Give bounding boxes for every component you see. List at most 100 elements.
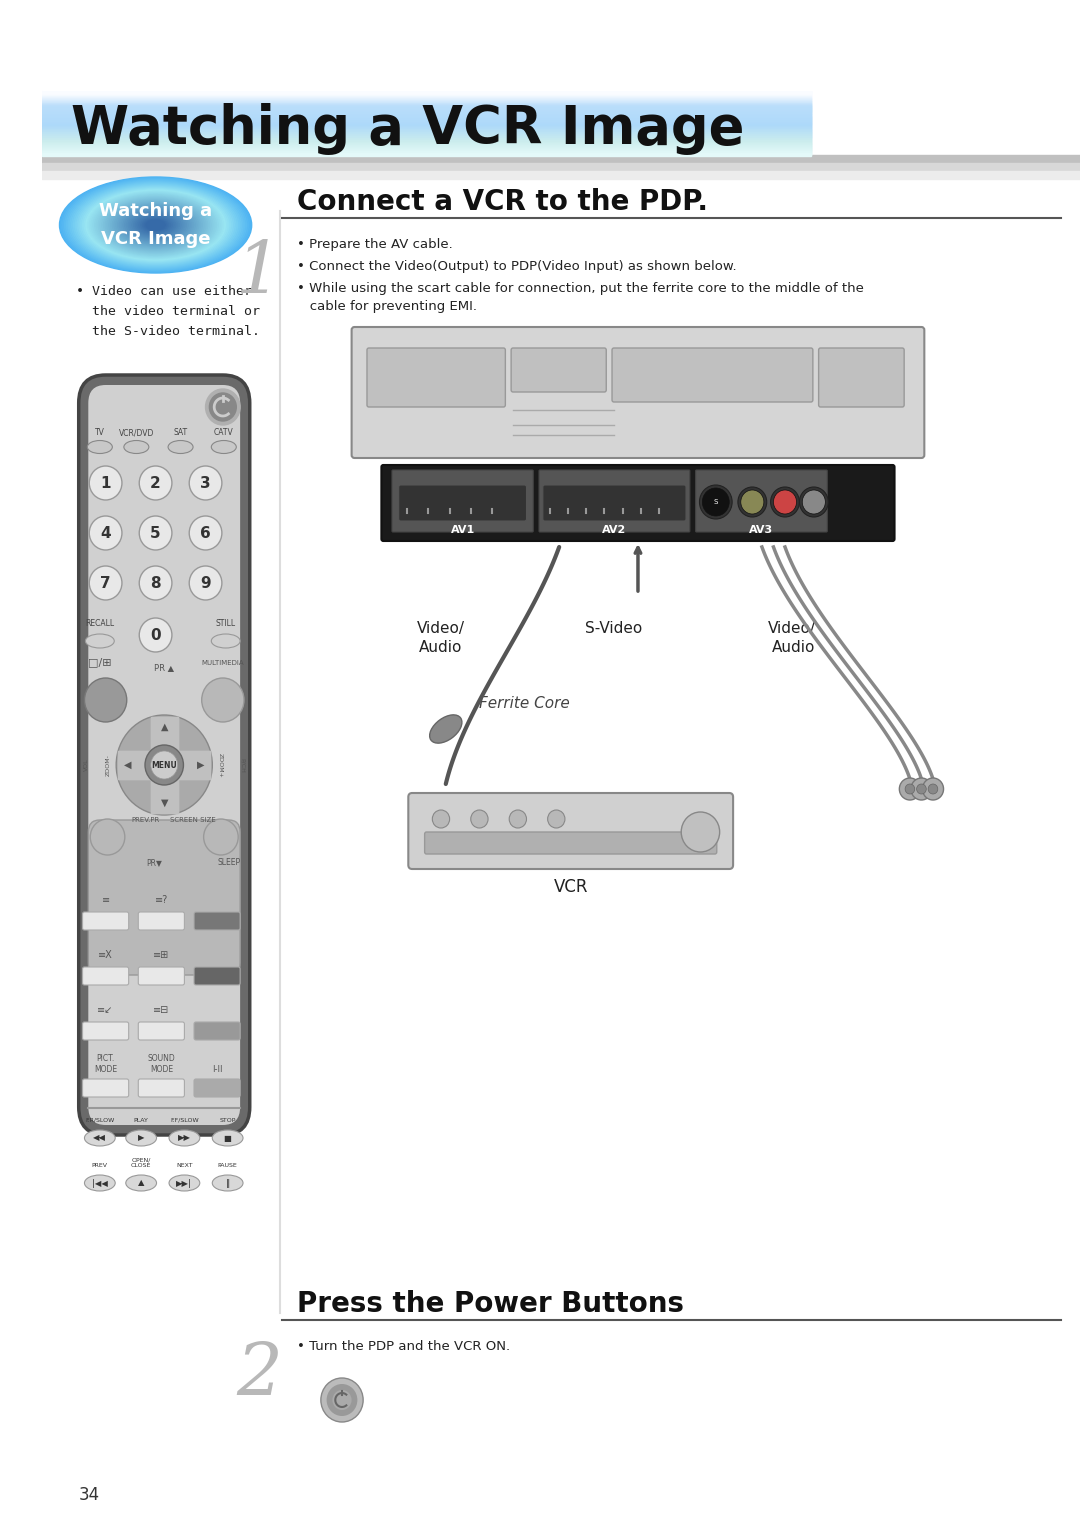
Circle shape xyxy=(139,566,172,599)
Bar xyxy=(42,136,811,137)
Bar xyxy=(42,117,811,119)
Text: STOP: STOP xyxy=(219,1118,235,1122)
Circle shape xyxy=(905,784,915,795)
Text: PICT.
MODE: PICT. MODE xyxy=(94,1054,117,1074)
Circle shape xyxy=(928,784,937,795)
Circle shape xyxy=(210,393,237,421)
Bar xyxy=(42,108,811,110)
Text: 8: 8 xyxy=(150,575,161,590)
Text: ▶: ▶ xyxy=(197,759,204,770)
Text: ▲: ▲ xyxy=(138,1179,145,1188)
Bar xyxy=(42,92,811,93)
Ellipse shape xyxy=(146,220,165,230)
Circle shape xyxy=(139,515,172,551)
Circle shape xyxy=(773,490,797,514)
Bar xyxy=(42,140,811,142)
Bar xyxy=(42,136,811,137)
Text: ZOOM+: ZOOM+ xyxy=(217,752,222,778)
Ellipse shape xyxy=(73,185,238,265)
Circle shape xyxy=(333,1389,352,1411)
Text: TV: TV xyxy=(95,429,105,438)
Text: Connect a VCR to the PDP.: Connect a VCR to the PDP. xyxy=(297,188,707,217)
FancyBboxPatch shape xyxy=(511,348,606,392)
Text: • Connect the Video(Output) to PDP(Video Input) as shown below.: • Connect the Video(Output) to PDP(Video… xyxy=(297,259,737,273)
Bar xyxy=(42,101,811,102)
Text: 2: 2 xyxy=(150,476,161,491)
FancyBboxPatch shape xyxy=(392,470,534,532)
Text: PR ▲: PR ▲ xyxy=(154,663,174,673)
Bar xyxy=(42,140,811,143)
Ellipse shape xyxy=(90,192,221,258)
Ellipse shape xyxy=(168,441,193,453)
Bar xyxy=(42,148,811,149)
Ellipse shape xyxy=(79,186,232,264)
Bar xyxy=(42,142,811,143)
Ellipse shape xyxy=(81,188,230,262)
Ellipse shape xyxy=(170,1130,200,1145)
FancyBboxPatch shape xyxy=(399,485,527,522)
Circle shape xyxy=(910,778,932,801)
FancyBboxPatch shape xyxy=(194,967,240,985)
Bar xyxy=(42,128,811,131)
Ellipse shape xyxy=(213,1130,243,1145)
Circle shape xyxy=(548,810,565,828)
Text: ≡?: ≡? xyxy=(154,895,168,904)
Text: 3: 3 xyxy=(200,476,211,491)
Bar xyxy=(42,96,811,99)
Text: ◀◀: ◀◀ xyxy=(93,1133,106,1142)
Text: PAUSE: PAUSE xyxy=(218,1164,238,1168)
Ellipse shape xyxy=(212,441,237,453)
Bar xyxy=(42,145,811,146)
FancyBboxPatch shape xyxy=(138,912,185,930)
Text: MULTIMEDIA: MULTIMEDIA xyxy=(202,660,244,666)
Text: ≡↙: ≡↙ xyxy=(97,1005,113,1016)
FancyBboxPatch shape xyxy=(612,348,813,403)
Bar xyxy=(42,148,811,151)
Bar xyxy=(42,101,811,104)
Text: PLAY: PLAY xyxy=(134,1118,149,1122)
Ellipse shape xyxy=(85,634,114,648)
Bar xyxy=(42,130,811,131)
Circle shape xyxy=(799,486,828,517)
Bar xyxy=(42,116,811,117)
Bar xyxy=(42,96,811,98)
Ellipse shape xyxy=(212,634,240,648)
Text: 1: 1 xyxy=(100,476,111,491)
Bar xyxy=(42,131,811,133)
Text: VCR: VCR xyxy=(553,878,588,897)
Ellipse shape xyxy=(72,183,240,267)
Bar xyxy=(42,152,811,156)
Text: ▲: ▲ xyxy=(161,721,168,732)
Text: VCR/DVD: VCR/DVD xyxy=(119,429,154,438)
Text: ≡⊟: ≡⊟ xyxy=(153,1005,170,1016)
Ellipse shape xyxy=(107,201,204,249)
FancyBboxPatch shape xyxy=(367,348,505,407)
Text: P/CH: P/CH xyxy=(240,758,244,773)
Circle shape xyxy=(90,467,122,500)
Bar xyxy=(42,127,811,130)
Bar xyxy=(42,99,811,101)
Bar xyxy=(42,104,811,105)
Bar xyxy=(118,750,211,779)
Ellipse shape xyxy=(116,206,195,244)
Ellipse shape xyxy=(125,1174,157,1191)
Ellipse shape xyxy=(59,177,252,273)
FancyBboxPatch shape xyxy=(539,470,690,532)
Text: PREV.PR: PREV.PR xyxy=(131,817,159,824)
Bar xyxy=(42,134,811,137)
Ellipse shape xyxy=(106,200,205,250)
Text: 0: 0 xyxy=(150,627,161,642)
Bar xyxy=(42,154,811,156)
Text: ▶▶|: ▶▶| xyxy=(176,1179,192,1188)
Circle shape xyxy=(432,810,449,828)
Bar xyxy=(42,92,811,93)
Text: • Video can use either
  the video terminal or
  the S-video terminal.: • Video can use either the video termina… xyxy=(76,285,260,339)
Ellipse shape xyxy=(63,178,248,271)
Ellipse shape xyxy=(93,194,218,256)
Text: Video/
Audio: Video/ Audio xyxy=(417,621,465,654)
Ellipse shape xyxy=(129,212,183,238)
Ellipse shape xyxy=(68,181,243,268)
FancyBboxPatch shape xyxy=(82,967,129,985)
Circle shape xyxy=(189,467,221,500)
Bar xyxy=(42,93,811,95)
